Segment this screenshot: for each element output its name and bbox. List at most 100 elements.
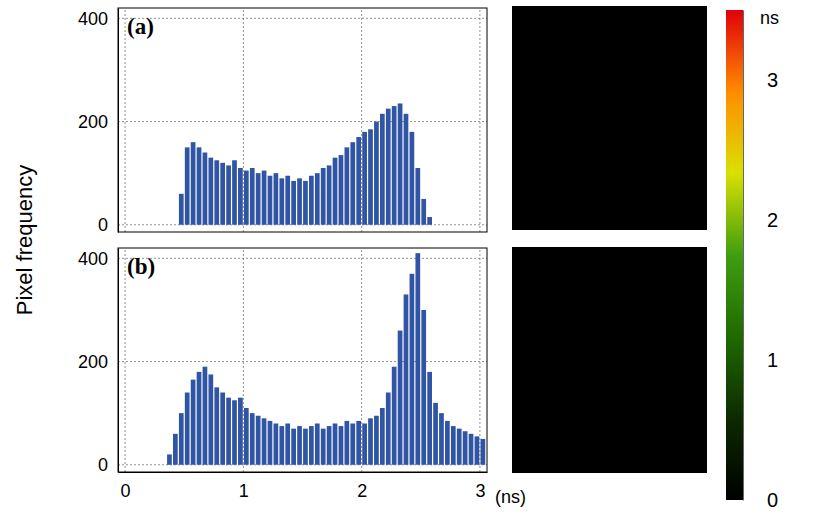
histogram-bar <box>309 426 314 465</box>
histogram-bar <box>262 418 267 464</box>
lifetime-image <box>512 247 707 473</box>
histogram-bar <box>350 423 355 464</box>
y-tick-label: 400 <box>78 9 108 29</box>
y-axis-line <box>118 249 119 473</box>
histogram-bar <box>433 403 438 465</box>
histogram-bar <box>285 176 290 225</box>
x-tick: 1 <box>239 472 249 501</box>
y-axis-title: Pixel frequency <box>12 165 37 315</box>
histogram-bar <box>427 217 432 225</box>
y-tick-label: 0 <box>98 455 108 475</box>
x-tick: 0 <box>121 472 131 501</box>
colorbar-axis-line <box>743 11 744 501</box>
grid-line-y <box>118 361 487 362</box>
bars <box>179 103 432 224</box>
histogram-bar <box>191 380 196 465</box>
histogram-bar <box>208 158 213 225</box>
histogram-bar <box>344 147 349 224</box>
histogram-bar <box>291 429 296 465</box>
colorbar-tick: 1 <box>743 349 778 371</box>
histogram-bar <box>333 423 338 464</box>
figure: 0200400(a)02004000123(b)(ns)Pixel freque… <box>0 0 815 522</box>
histogram-bar <box>374 122 379 225</box>
histogram-bar <box>297 426 302 465</box>
grid-line-x <box>125 8 126 232</box>
grid-line-y <box>118 18 487 19</box>
y-tick: 200 <box>78 352 118 372</box>
grid-line-x <box>361 8 362 232</box>
x-tick-label: 3 <box>475 481 485 501</box>
y-tick: 400 <box>78 249 118 269</box>
histogram-bar <box>327 165 332 224</box>
histogram-bar <box>439 413 444 465</box>
x-tick-label: 1 <box>239 481 249 501</box>
colorbar-tick-label: 3 <box>767 69 778 91</box>
y-tick: 0 <box>98 455 118 475</box>
histogram-bar <box>327 426 332 465</box>
histogram-bar <box>173 434 178 465</box>
histogram-bar <box>203 367 208 465</box>
histogram-bar <box>297 178 302 224</box>
x-axis-line <box>119 472 488 473</box>
histogram-bar <box>185 393 190 465</box>
histogram-bar <box>415 253 420 465</box>
histogram-bar <box>179 413 184 465</box>
x-tick-label: 2 <box>357 481 367 501</box>
histogram-bar <box>421 199 426 225</box>
grid-line-y <box>118 121 487 122</box>
histogram-bar <box>268 176 273 225</box>
histogram-bar <box>380 114 385 225</box>
histogram-bar <box>256 173 261 225</box>
histogram-bar <box>232 400 237 465</box>
histogram-bar <box>232 160 237 225</box>
y-axis-line <box>118 9 119 233</box>
bars <box>167 253 485 465</box>
grid-line-x <box>479 248 480 472</box>
colorbar-tick: 2 <box>743 209 778 231</box>
histogram-bar <box>380 408 385 465</box>
x-tick: 3 <box>475 472 485 501</box>
histogram-bar <box>309 176 314 225</box>
histogram-bar <box>398 103 403 224</box>
histogram-bar <box>315 423 320 464</box>
histogram-bar <box>179 194 184 225</box>
histogram-bar <box>279 178 284 224</box>
grid <box>118 248 487 472</box>
histogram-bar <box>238 168 243 225</box>
lifetime-image <box>512 6 707 230</box>
y-axis: 0 200 400 <box>78 249 119 476</box>
histogram-bar <box>226 398 231 465</box>
histogram-bar <box>315 173 320 225</box>
x-tick-label: 0 <box>121 481 131 501</box>
histogram-bar <box>404 114 409 225</box>
histogram-bar <box>386 109 391 225</box>
histogram-bar <box>368 129 373 224</box>
histogram-bar <box>475 436 480 464</box>
histogram-bar <box>451 426 456 465</box>
grid <box>118 8 487 232</box>
histogram-bar <box>392 367 397 465</box>
grid-line-x <box>243 248 244 472</box>
colorbar-tick: 3 <box>743 69 778 91</box>
histogram-bar <box>445 421 450 465</box>
histogram-bar <box>398 331 403 465</box>
histogram-bar <box>203 153 208 225</box>
histogram-bar <box>220 393 225 465</box>
y-tick-label: 400 <box>78 249 108 269</box>
histogram-panel: 0200400(a) <box>78 8 487 235</box>
histogram-bar <box>356 137 361 225</box>
panel-label: (a) <box>127 14 154 39</box>
histogram-bar <box>469 434 474 465</box>
histogram-bar <box>167 454 172 464</box>
histogram-bar <box>256 416 261 465</box>
histogram-bar <box>197 147 202 224</box>
histogram-bar <box>404 294 409 464</box>
plot-frame <box>118 248 487 472</box>
histogram-bar <box>368 418 373 464</box>
histogram-bar <box>333 158 338 225</box>
histogram-bar <box>244 408 249 465</box>
histogram-bar <box>226 165 231 224</box>
histogram-bar <box>274 423 279 464</box>
grid-line-x <box>479 8 480 232</box>
y-tick: 200 <box>78 112 118 132</box>
